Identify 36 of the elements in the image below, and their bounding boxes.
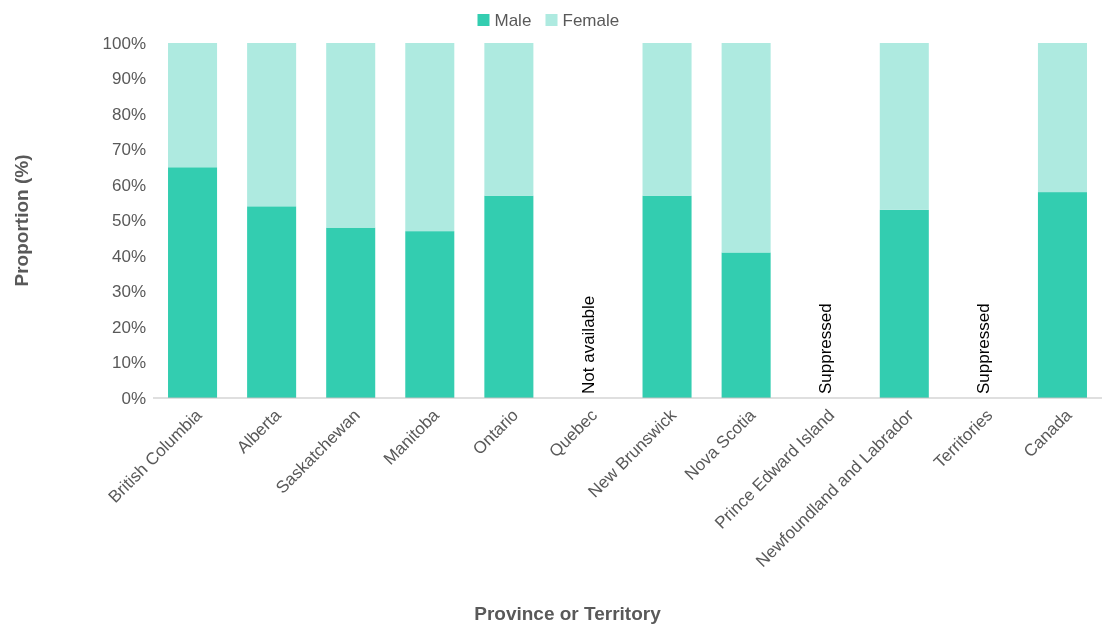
bar	[879, 43, 929, 210]
bar	[326, 43, 376, 228]
y-tick-label: 80%	[111, 104, 146, 124]
bar	[247, 206, 297, 398]
bar	[168, 167, 218, 398]
legend-label: Female	[562, 10, 620, 30]
bar	[484, 195, 534, 398]
annotation: Not available	[578, 295, 598, 394]
x-axis-title: Province or Territory	[474, 603, 662, 624]
y-tick-label: 60%	[111, 175, 146, 195]
legend-label: Male	[494, 10, 532, 30]
bar	[642, 43, 692, 196]
annotation: Suppressed	[974, 303, 994, 394]
annotation: Suppressed	[816, 303, 836, 394]
bar	[247, 43, 297, 207]
bar	[484, 43, 534, 196]
y-tick-label: 90%	[111, 69, 146, 89]
y-tick-label: 40%	[111, 246, 146, 266]
y-tick-label: 50%	[111, 211, 146, 231]
y-axis-title: Proportion (%)	[11, 154, 32, 287]
bar	[405, 43, 455, 232]
bar	[1037, 192, 1087, 398]
bar	[326, 227, 376, 398]
bar	[642, 195, 692, 398]
y-tick-label: 20%	[111, 317, 146, 337]
bar	[168, 43, 218, 168]
y-tick-label: 70%	[111, 140, 146, 160]
bar	[721, 43, 771, 253]
bar	[405, 231, 455, 398]
bar	[1037, 43, 1087, 193]
y-tick-label: 30%	[111, 282, 146, 302]
bar	[879, 209, 929, 398]
bar	[721, 252, 771, 398]
y-tick-label: 10%	[111, 353, 146, 373]
y-tick-label: 0%	[121, 388, 146, 408]
y-tick-label: 100%	[102, 33, 146, 53]
